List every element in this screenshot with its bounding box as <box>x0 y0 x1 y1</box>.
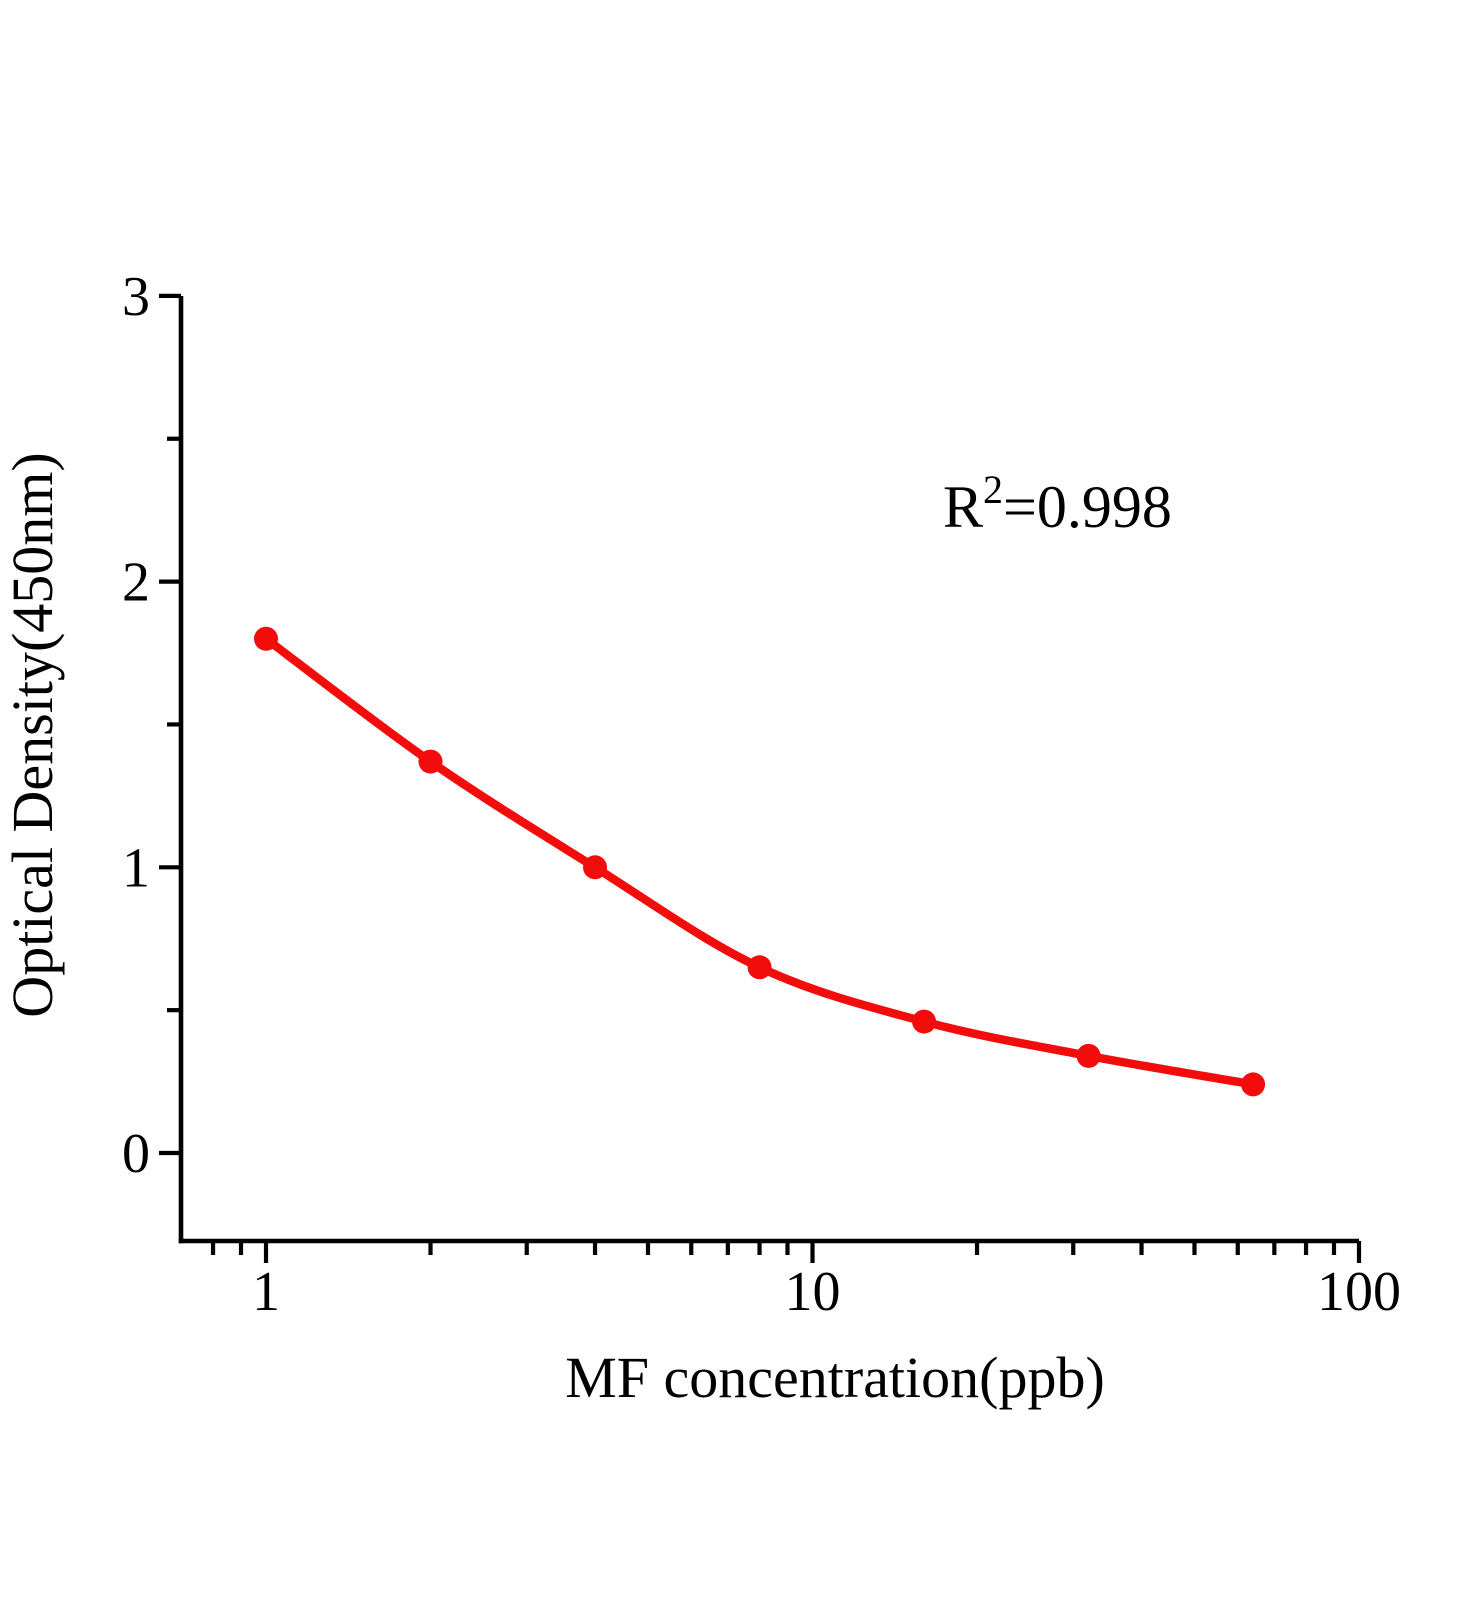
data-point-marker <box>418 749 443 774</box>
r-squared-value: =0.998 <box>1003 474 1172 540</box>
r-squared-annotation: R2=0.998 <box>943 467 1172 540</box>
data-point-marker <box>912 1009 937 1034</box>
data-point-marker <box>747 955 772 980</box>
x-axis-tick-label: 100 <box>1317 1261 1401 1323</box>
data-point-marker <box>254 626 278 651</box>
data-point-marker <box>583 855 608 880</box>
data-point-marker <box>1241 1072 1266 1097</box>
r-squared-base: R <box>943 474 983 540</box>
data-point-marker <box>1076 1043 1101 1068</box>
x-axis-title: MF concentration(ppb) <box>565 1345 1105 1410</box>
y-axis-tick-label: 2 <box>122 552 150 614</box>
series-layer <box>254 626 1266 1097</box>
y-axis-tick-label: 3 <box>122 266 150 328</box>
x-axis-tick-label: 1 <box>252 1261 280 1323</box>
fitted-curve <box>263 635 1254 1089</box>
y-axis-title: Optical Density(450nm) <box>0 452 65 1017</box>
axes-layer: 1 10 100 0 1 2 3 <box>122 266 1401 1323</box>
y-axis-tick-label: 1 <box>122 837 150 899</box>
x-axis-tick-label: 10 <box>785 1261 841 1323</box>
r-squared-exponent: 2 <box>983 467 1003 512</box>
y-axis-tick-label: 0 <box>122 1123 150 1185</box>
